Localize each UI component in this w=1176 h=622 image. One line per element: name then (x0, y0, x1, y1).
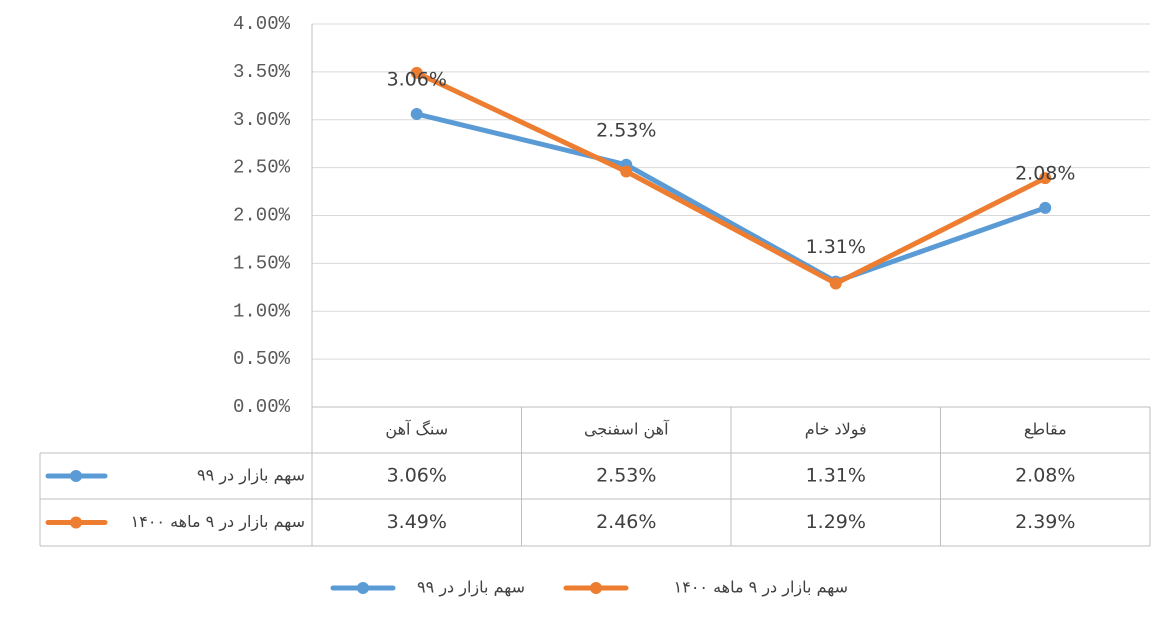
table-cell: 3.06% (387, 465, 447, 487)
data-label: 2.08% (1015, 162, 1075, 184)
y-tick-label: 2.50% (233, 157, 291, 179)
table-cell: 1.29% (806, 511, 866, 533)
legend-key (357, 582, 369, 594)
legend-label: سهم بازار در ۹۹ (417, 578, 525, 598)
y-tick-label: 1.50% (233, 252, 291, 274)
table-cell: 2.46% (596, 511, 656, 533)
table-cell: 2.53% (596, 465, 656, 487)
data-point (1039, 201, 1052, 214)
y-tick-label: 4.00% (233, 13, 291, 35)
y-tick-label: 3.00% (233, 109, 291, 131)
table-cell: 2.08% (1015, 465, 1075, 487)
y-tick-label: 3.50% (233, 61, 291, 83)
series-line (416, 111, 1047, 285)
table-row-label: سهم بازار در ۹۹ (197, 466, 305, 486)
data-label: 1.31% (806, 236, 866, 258)
table-header: آهن اسفنجی (584, 420, 670, 440)
table-cell: 3.49% (387, 511, 447, 533)
legend-key (70, 470, 82, 482)
y-tick-label: 1.00% (233, 300, 291, 322)
data-point (829, 277, 842, 290)
series-line (415, 70, 1047, 286)
y-tick-label: 2.00% (233, 205, 291, 227)
data-point (1039, 172, 1052, 185)
data-label: 3.06% (387, 69, 447, 91)
table-cell: 1.31% (806, 465, 866, 487)
y-tick-label: 0.00% (233, 396, 291, 418)
data-point (410, 66, 423, 79)
legend-label: سهم بازار در ۹ ماهه ۱۴۰۰ (674, 578, 848, 598)
data-point (410, 108, 423, 121)
table-header: مقاطع (1024, 420, 1067, 440)
y-tick-label: 0.50% (233, 348, 291, 370)
table-row-label: سهم بازار در ۹ ماهه ۱۴۰۰ (131, 512, 305, 532)
table-header: سنگ آهن (385, 420, 448, 440)
table-header: فولاد خام (805, 420, 867, 440)
data-point (620, 165, 633, 178)
data-label: 2.53% (596, 119, 656, 141)
legend-key (70, 516, 82, 529)
table-cell: 2.39% (1015, 511, 1075, 533)
legend-key (590, 582, 602, 594)
